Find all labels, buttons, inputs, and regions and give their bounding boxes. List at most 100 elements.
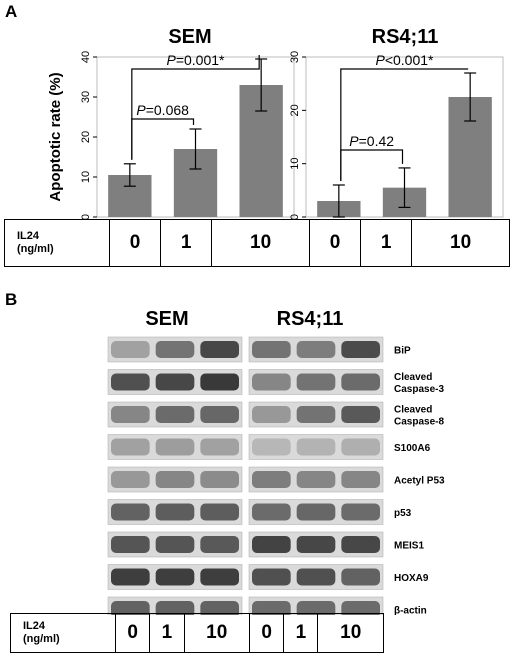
- protein-label: Acetyl P53: [394, 476, 445, 487]
- dose-cell: 0: [108, 219, 162, 267]
- protein-label: Cleaved Caspase-8: [394, 405, 444, 428]
- dose-cell: 10: [411, 219, 510, 267]
- protein-label: MEIS1: [394, 541, 424, 552]
- protein-label-line: Cleaved: [394, 372, 432, 383]
- dose-table-header-line1: IL24: [17, 230, 40, 242]
- blot-band: [252, 373, 291, 391]
- y-axis-label: Apoptotic rate (%): [47, 72, 64, 201]
- blot-band: [200, 536, 239, 553]
- dose-table-header-line2: (ng/ml): [17, 243, 54, 255]
- blot-band: [111, 568, 150, 586]
- p-symbol: P: [349, 133, 359, 149]
- blot-band: [341, 503, 380, 521]
- dose-table-header: IL24 (ng/ml): [4, 219, 110, 267]
- panel-a-label: A: [5, 2, 18, 21]
- panel-a-dose-table: IL24 (ng/ml) 0 1 10 0 1 10: [4, 219, 510, 267]
- chart-title: RS4;11: [372, 26, 439, 48]
- blot-band: [111, 471, 150, 488]
- blot-band: [200, 438, 239, 456]
- y-tick-label: 10: [80, 171, 92, 183]
- blot-band: [155, 471, 195, 488]
- blot-band: [341, 568, 380, 586]
- blot-band: [341, 601, 380, 615]
- blot-dose-cell: 10: [183, 613, 250, 653]
- blot-band: [296, 341, 336, 358]
- p-value: =0.42: [359, 133, 395, 149]
- dose-cell: 10: [211, 219, 310, 267]
- blot-band: [111, 373, 150, 391]
- blot-band: [200, 568, 239, 586]
- p-symbol: P: [136, 102, 146, 118]
- blot-band: [252, 471, 291, 488]
- blot-band: [341, 471, 380, 488]
- dose-cell: 1: [360, 219, 413, 267]
- blot-band: [155, 406, 195, 423]
- blot-band: [252, 503, 291, 521]
- blot-dose-cell: 0: [114, 613, 151, 653]
- protein-label: BiP: [394, 346, 411, 357]
- blot-band: [200, 373, 239, 391]
- chart-title: SEM: [168, 26, 211, 48]
- blot-column-title: SEM: [145, 308, 188, 330]
- blot-band: [111, 341, 150, 358]
- p-symbol: P: [166, 52, 176, 68]
- protein-label-line: Acetyl P53: [394, 476, 445, 487]
- protein-label-line: HOXA9: [394, 573, 429, 584]
- protein-label-line: Cleaved: [394, 405, 432, 416]
- blot-band: [200, 471, 239, 488]
- blot-dose-cell: 1: [149, 613, 185, 653]
- p-value-label: P=0.42: [349, 133, 394, 149]
- significance-bracket: [340, 68, 469, 181]
- blot-table-header-line2: (ng/ml): [23, 633, 60, 645]
- y-tick-label: 30: [289, 51, 301, 63]
- blot-dose-cell: 10: [317, 613, 384, 653]
- p-value: <0.001*: [385, 52, 434, 68]
- y-tick-label: 30: [80, 91, 92, 103]
- blot-band: [341, 373, 380, 391]
- blot-band: [252, 568, 291, 586]
- protein-label: p53: [394, 508, 412, 519]
- blot-band: [252, 438, 291, 456]
- blot-table-header-line1: IL24: [23, 620, 46, 632]
- panel-b-label: B: [5, 290, 18, 309]
- protein-label: HOXA9: [394, 573, 429, 584]
- blot-band: [296, 568, 336, 586]
- blot-band: [296, 373, 336, 391]
- blot-band: [252, 536, 291, 553]
- blot-band: [296, 471, 336, 488]
- blot-band: [296, 438, 336, 456]
- protein-label-line: p53: [394, 508, 412, 519]
- blot-table-header: IL24 (ng/ml): [10, 613, 116, 653]
- blot-band: [296, 536, 336, 553]
- blot-band: [296, 601, 336, 615]
- protein-label: S100A6: [394, 443, 431, 454]
- p-value-label: P=0.001*: [166, 52, 225, 68]
- protein-label-line: MEIS1: [394, 541, 424, 552]
- blot-band: [155, 341, 195, 358]
- blot-band: [252, 406, 291, 423]
- y-tick-label: 0: [80, 214, 92, 220]
- protein-label: β-actin: [394, 606, 427, 616]
- blot-band: [111, 406, 150, 423]
- blot-band: [155, 373, 195, 391]
- blot-band: [155, 536, 195, 553]
- protein-label: Cleaved Caspase-3: [394, 372, 444, 395]
- protein-label-line: BiP: [394, 346, 411, 357]
- blot-band: [341, 341, 380, 358]
- p-value: =0.001*: [176, 52, 225, 68]
- blot-band: [341, 438, 380, 456]
- y-tick-label: 20: [289, 104, 301, 116]
- blot-band: [155, 503, 195, 521]
- blot-band: [111, 536, 150, 553]
- significance-bracket: [131, 55, 260, 160]
- dose-cell: 0: [308, 219, 362, 267]
- blot-band: [252, 601, 291, 615]
- panel-b-dose-table: IL24 (ng/ml) 0 1 10 0 1 10: [10, 613, 384, 653]
- blot-band: [296, 406, 336, 423]
- p-value-label: P<0.001*: [375, 52, 434, 68]
- protein-label-line: S100A6: [394, 443, 431, 454]
- p-symbol: P: [375, 52, 385, 68]
- y-tick-label: 0: [289, 214, 301, 220]
- y-tick-label: 10: [289, 158, 301, 170]
